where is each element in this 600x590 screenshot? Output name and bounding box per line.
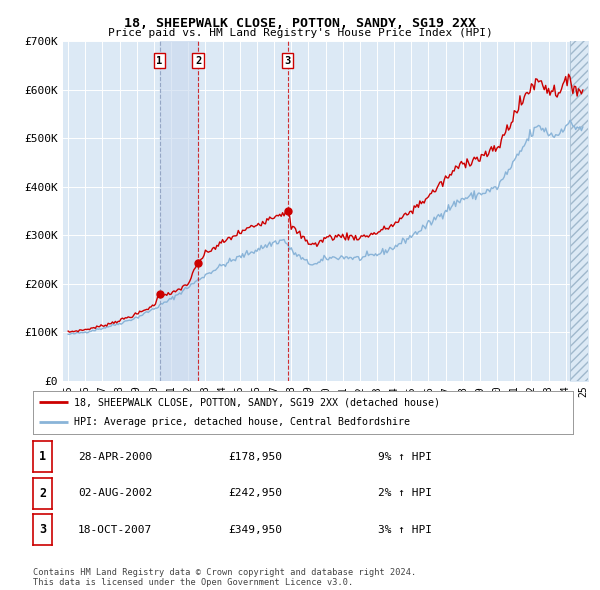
Text: 2% ↑ HPI: 2% ↑ HPI bbox=[378, 489, 432, 498]
Text: £242,950: £242,950 bbox=[228, 489, 282, 498]
Text: 9% ↑ HPI: 9% ↑ HPI bbox=[378, 452, 432, 461]
Text: 18-OCT-2007: 18-OCT-2007 bbox=[78, 525, 152, 535]
Text: 1: 1 bbox=[39, 450, 46, 463]
Bar bbox=[160, 41, 198, 381]
Text: 18, SHEEPWALK CLOSE, POTTON, SANDY, SG19 2XX (detached house): 18, SHEEPWALK CLOSE, POTTON, SANDY, SG19… bbox=[74, 398, 439, 408]
Text: Contains HM Land Registry data © Crown copyright and database right 2024.
This d: Contains HM Land Registry data © Crown c… bbox=[33, 568, 416, 587]
Text: 3% ↑ HPI: 3% ↑ HPI bbox=[378, 525, 432, 535]
Text: 1: 1 bbox=[157, 55, 163, 65]
Text: 3: 3 bbox=[284, 55, 291, 65]
Text: 18, SHEEPWALK CLOSE, POTTON, SANDY, SG19 2XX: 18, SHEEPWALK CLOSE, POTTON, SANDY, SG19… bbox=[124, 17, 476, 30]
Text: HPI: Average price, detached house, Central Bedfordshire: HPI: Average price, detached house, Cent… bbox=[74, 418, 409, 427]
Text: £349,950: £349,950 bbox=[228, 525, 282, 535]
Text: Price paid vs. HM Land Registry's House Price Index (HPI): Price paid vs. HM Land Registry's House … bbox=[107, 28, 493, 38]
Text: £178,950: £178,950 bbox=[228, 452, 282, 461]
Text: 02-AUG-2002: 02-AUG-2002 bbox=[78, 489, 152, 498]
Text: 2: 2 bbox=[39, 487, 46, 500]
Text: 3: 3 bbox=[39, 523, 46, 536]
Text: 28-APR-2000: 28-APR-2000 bbox=[78, 452, 152, 461]
Text: 2: 2 bbox=[195, 55, 202, 65]
